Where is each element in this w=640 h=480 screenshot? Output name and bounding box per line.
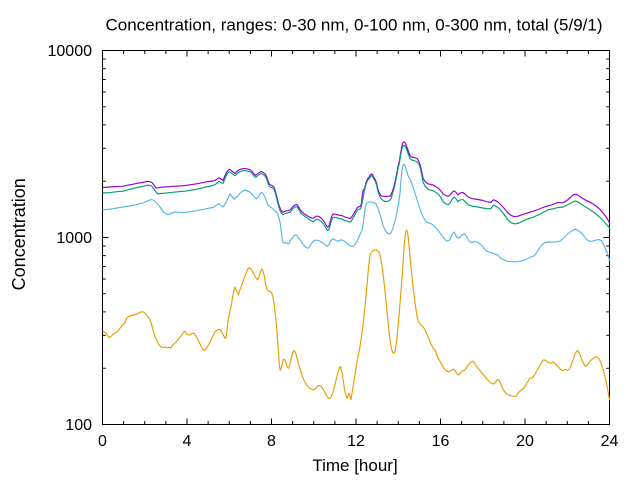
svg-text:Time [hour]: Time [hour]	[312, 456, 397, 475]
svg-text:Concentration, ranges: 0-30 nm: Concentration, ranges: 0-30 nm, 0-100 nm…	[105, 16, 602, 35]
svg-text:16: 16	[432, 433, 450, 450]
svg-text:20: 20	[516, 433, 534, 450]
svg-text:8: 8	[267, 433, 276, 450]
svg-text:4: 4	[183, 433, 192, 450]
svg-text:10000: 10000	[48, 43, 93, 60]
svg-text:100: 100	[65, 417, 92, 434]
svg-text:24: 24	[601, 433, 619, 450]
svg-text:12: 12	[347, 433, 365, 450]
svg-text:Concentration: Concentration	[9, 178, 29, 290]
svg-text:1000: 1000	[56, 230, 92, 247]
svg-text:0: 0	[98, 433, 107, 450]
